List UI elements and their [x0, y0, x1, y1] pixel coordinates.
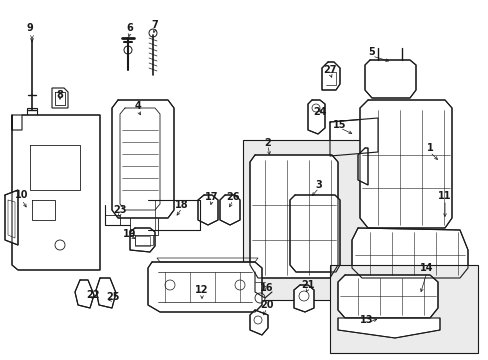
Polygon shape [130, 228, 155, 252]
Polygon shape [249, 155, 337, 278]
Polygon shape [307, 100, 325, 134]
Bar [329, 265, 477, 353]
Circle shape [164, 280, 175, 290]
Text: 24: 24 [313, 107, 326, 117]
Circle shape [254, 293, 264, 303]
Polygon shape [220, 195, 240, 225]
Circle shape [298, 291, 308, 301]
Text: 12: 12 [195, 285, 208, 295]
Polygon shape [249, 310, 267, 335]
Polygon shape [321, 62, 339, 90]
Text: 27: 27 [323, 65, 336, 75]
Text: 1: 1 [426, 143, 432, 153]
Polygon shape [5, 190, 18, 245]
Text: 9: 9 [26, 23, 33, 33]
Polygon shape [96, 278, 116, 308]
Circle shape [124, 46, 132, 54]
Polygon shape [12, 115, 100, 270]
Text: 2: 2 [264, 138, 271, 148]
Text: 13: 13 [360, 315, 373, 325]
Bar [243, 140, 372, 300]
Text: 19: 19 [123, 229, 137, 239]
Text: 25: 25 [106, 292, 120, 302]
Circle shape [253, 316, 262, 324]
Text: 16: 16 [260, 283, 273, 293]
Polygon shape [337, 275, 437, 318]
Circle shape [311, 104, 319, 112]
Text: 10: 10 [15, 190, 29, 200]
Polygon shape [359, 100, 451, 228]
Circle shape [55, 240, 65, 250]
Polygon shape [364, 60, 415, 98]
Text: 3: 3 [315, 180, 322, 190]
Text: 7: 7 [151, 20, 158, 30]
Polygon shape [112, 100, 174, 218]
Circle shape [149, 29, 157, 37]
Text: 26: 26 [226, 192, 239, 202]
Polygon shape [337, 318, 439, 338]
Text: 8: 8 [57, 90, 63, 100]
Text: 11: 11 [437, 191, 451, 201]
Text: 22: 22 [86, 290, 100, 300]
Text: 17: 17 [205, 192, 218, 202]
Circle shape [235, 280, 244, 290]
Text: 15: 15 [332, 120, 346, 130]
Polygon shape [289, 195, 339, 272]
Text: 4: 4 [134, 101, 141, 111]
Text: 14: 14 [419, 263, 433, 273]
Polygon shape [357, 148, 367, 185]
Bar [27, 108, 37, 116]
Polygon shape [293, 285, 313, 312]
Text: 23: 23 [113, 205, 126, 215]
Text: 21: 21 [301, 280, 314, 290]
Polygon shape [351, 228, 467, 278]
Text: 18: 18 [175, 200, 188, 210]
Text: 5: 5 [368, 47, 375, 57]
Polygon shape [198, 195, 218, 225]
Polygon shape [148, 262, 262, 312]
Polygon shape [75, 280, 94, 308]
Text: 20: 20 [260, 300, 273, 310]
Polygon shape [52, 88, 68, 108]
Text: 6: 6 [126, 23, 133, 33]
Polygon shape [329, 118, 377, 156]
